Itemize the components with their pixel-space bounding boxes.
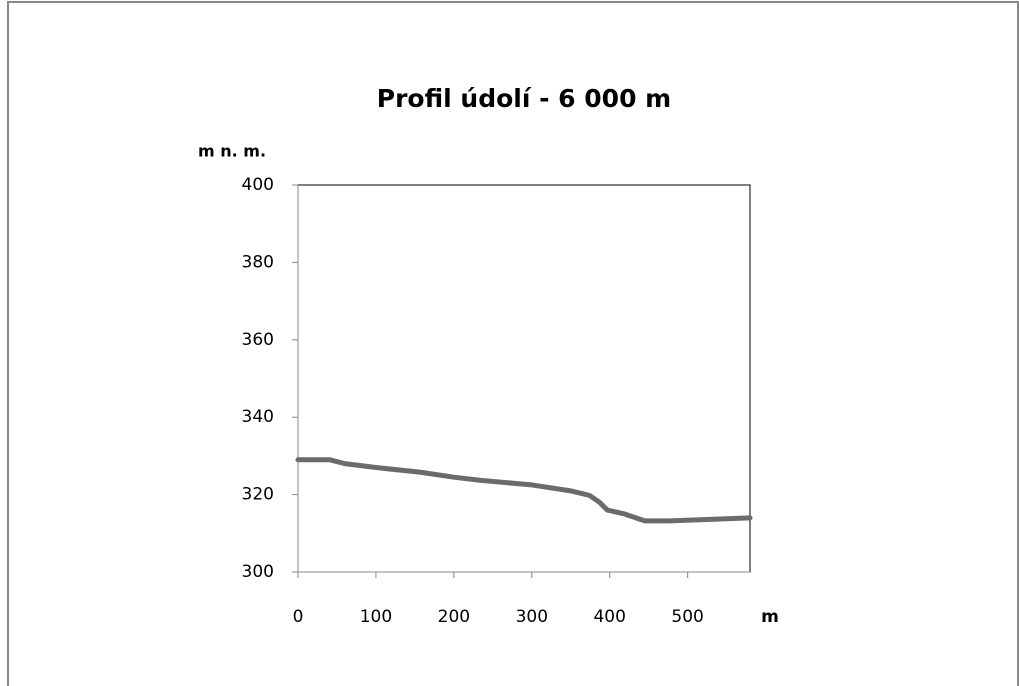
y-tick-label: 320	[242, 485, 274, 505]
y-tick-label: 400	[242, 175, 274, 195]
y-tick-label: 340	[242, 407, 274, 427]
chart-title: Profil údolí - 6 000 m	[377, 84, 671, 113]
y-axis-label: m n. m.	[198, 142, 266, 161]
x-tick-label: 200	[438, 607, 470, 627]
y-tick-label: 360	[242, 330, 274, 350]
x-tick-label: 400	[593, 607, 625, 627]
x-tick-label: 300	[516, 607, 548, 627]
x-tick-label: 100	[360, 607, 392, 627]
y-tick-label: 380	[242, 252, 274, 272]
x-axis-label: m	[761, 607, 779, 627]
x-tick-label: 0	[293, 607, 304, 627]
x-tick-label: 500	[671, 607, 703, 627]
y-tick-label: 300	[242, 562, 274, 582]
data-line	[295, 457, 753, 524]
